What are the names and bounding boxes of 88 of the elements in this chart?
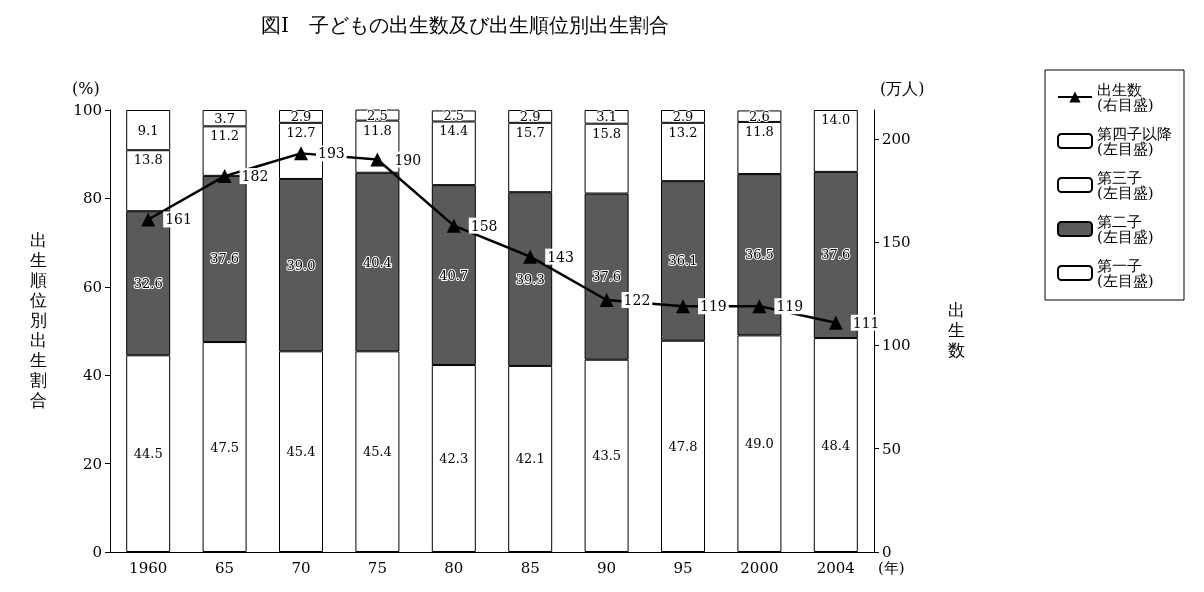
data-label: 39.3 [515,271,545,287]
x-tick-label: 75 [367,558,387,577]
y-tick-label: 20 [82,454,102,473]
data-label: 32.6 [133,275,163,291]
point [828,315,843,330]
data-label: 40.7 [439,267,469,283]
data-label: 2.5 [367,107,388,123]
point [446,218,461,233]
data-label: 193 [318,145,345,162]
y2-tick-label: 100 [882,336,911,355]
point [370,152,385,167]
point [599,293,614,308]
data-label: 42.1 [515,451,545,467]
data-label: 14.0 [821,112,851,127]
x-axis-title: (年) [878,558,905,577]
y-tick-label: 100 [73,101,102,119]
legend-label: 第二子 (左目盛) [1097,212,1154,246]
data-label: 182 [241,168,269,185]
y-tick-label: 60 [82,277,102,296]
data-label: 43.5 [592,448,622,464]
legend-label: 第三子 (左目盛) [1097,168,1154,202]
text: 出生順位別出生割合 [30,230,47,410]
data-label: 14.4 [439,123,469,139]
y2-tick-label: 150 [882,233,911,252]
point [217,169,232,184]
x-tick-label: 1960 [129,558,168,577]
y-tick-label: 40 [82,366,102,385]
data-label: 119 [700,298,727,315]
x-tick-label: 80 [444,558,464,577]
text: (万人) [880,78,925,98]
data-label: 45.4 [286,444,316,460]
data-label: 143 [547,248,574,265]
y-tick-label: 80 [82,189,102,208]
data-label: 12.7 [286,124,316,140]
legend-label: 第一子 (左目盛) [1097,256,1154,290]
data-label: 48.4 [821,437,851,453]
data-label: 111 [852,314,880,331]
data-label: 45.4 [362,444,392,460]
data-label: 190 [394,151,422,168]
x-tick-label: 70 [291,558,311,577]
x-tick-label: 2000 [740,558,779,577]
data-label: 2.9 [672,108,694,124]
legend-label: 第四子以降 (左目盛) [1097,124,1172,158]
y-tick-label: 0 [92,543,102,561]
data-label: 47.8 [668,438,698,454]
data-label: 13.2 [668,124,698,140]
y2-tick-label: 200 [882,129,911,148]
data-label: 2.9 [519,108,541,124]
data-label: 49.0 [744,436,774,452]
x-tick-label: 95 [673,558,693,577]
data-label: 11.8 [744,123,774,139]
point [523,249,538,264]
data-label: 37.6 [821,247,851,263]
data-label: 13.8 [133,152,163,168]
x-tick-label: 85 [520,558,540,577]
data-label: 3.1 [596,109,617,125]
data-label: 37.6 [592,269,622,285]
data-label: 2.5 [443,108,465,124]
data-label: 161 [165,211,192,228]
data-label: 2.6 [749,108,770,124]
x-tick-label: 90 [597,558,617,577]
data-label: 9.1 [137,122,159,138]
point [676,299,690,314]
x-tick-label: 2004 [816,558,855,577]
data-label: 36.5 [744,247,774,263]
chart-title: 図Ⅰ 子どもの出生数及び出生順位別出生割合 [261,13,669,37]
data-label: 42.3 [439,451,469,467]
y2-tick-label: 0 [882,543,892,561]
data-label: 15.8 [592,125,622,141]
legend-label: 出生数 (右目盛) [1097,80,1154,114]
point [141,212,156,227]
data-label: 15.7 [515,124,545,140]
text: (%) [72,78,100,98]
x-tick-label: 65 [215,558,235,577]
data-label: 2.9 [290,108,312,124]
data-label: 11.2 [210,128,240,144]
y2-tick-label: 50 [882,439,902,458]
data-label: 11.8 [362,122,392,138]
data-label: 3.7 [214,110,235,126]
data-label: 122 [623,292,651,309]
data-label: 119 [776,298,804,315]
data-label: 37.6 [210,251,240,267]
data-label: 40.4 [362,254,392,270]
data-label: 158 [470,217,498,234]
point [752,299,767,314]
data-label: 47.5 [210,439,240,455]
y2-axis-title: 出生数 [948,300,965,360]
data-label: 44.5 [133,446,163,462]
